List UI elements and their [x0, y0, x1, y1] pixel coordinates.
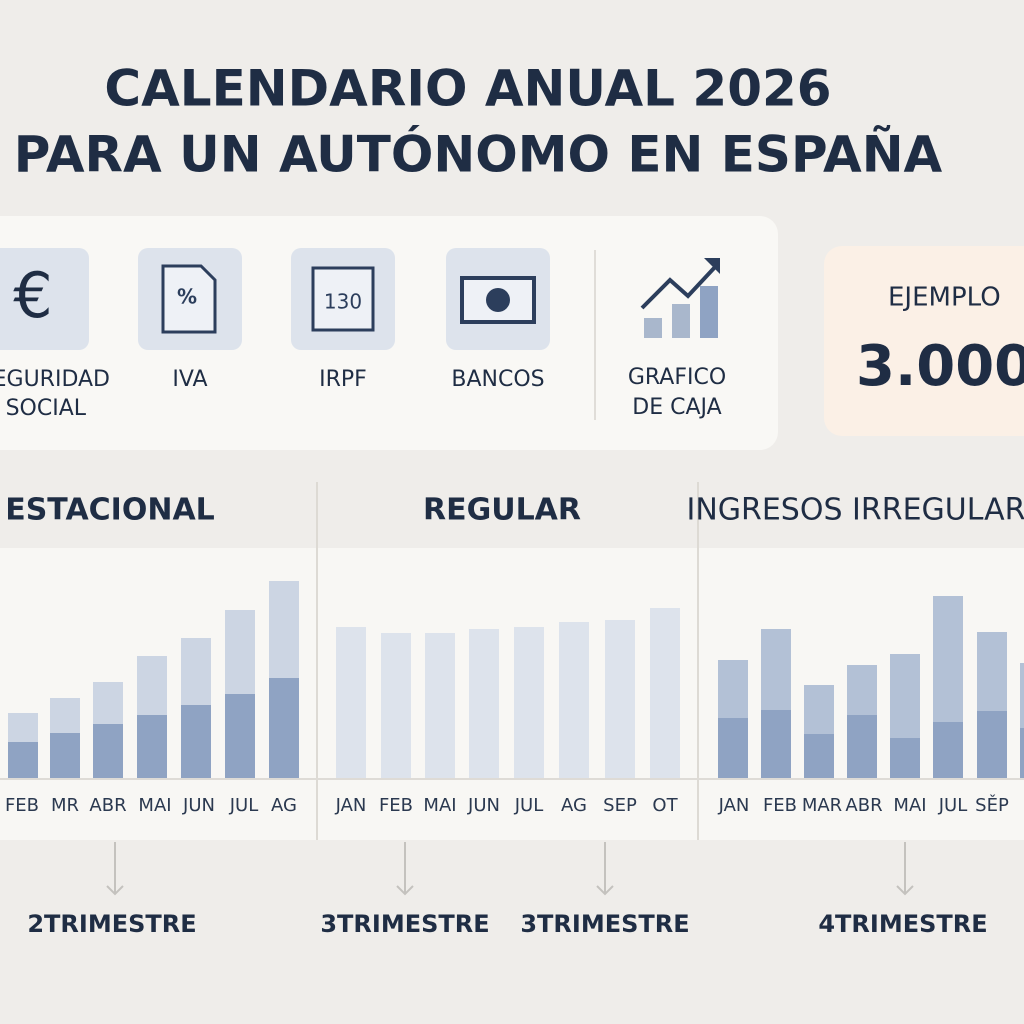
topic-label: GRAFICO	[628, 365, 726, 390]
topic-label: SEGURIDAD	[0, 367, 110, 392]
x-tick-label: JAN	[335, 795, 367, 816]
topic-label: DE CAJA	[632, 395, 721, 420]
icon-bar	[672, 304, 690, 338]
bar	[269, 581, 299, 678]
bar	[650, 608, 680, 778]
bar	[559, 622, 589, 778]
bar	[225, 610, 255, 694]
x-tick-label: MAI	[423, 795, 456, 816]
bar	[93, 724, 123, 778]
topic-label: IVA	[172, 367, 207, 392]
bar	[137, 715, 167, 778]
example-card	[824, 246, 1024, 436]
coin-icon	[486, 288, 510, 312]
bar	[269, 678, 299, 778]
bar	[381, 633, 411, 778]
bar	[890, 654, 920, 738]
bar	[718, 660, 748, 718]
bar	[890, 738, 920, 778]
arrows	[106, 842, 914, 896]
quarter-label: 3TRIMESTRE	[320, 910, 489, 938]
bar	[425, 633, 455, 778]
icon-bar	[700, 286, 718, 338]
x-tick-label: JUN	[182, 795, 215, 816]
euro-icon: €	[13, 259, 52, 332]
x-tick-label: JAN	[718, 795, 750, 816]
chart-title: REGULAR	[423, 493, 581, 528]
bar	[469, 629, 499, 778]
x-tick-label: JUL	[514, 795, 544, 816]
icon-bar	[644, 318, 662, 338]
x-tick-label: AG	[561, 795, 587, 816]
trend-arrow	[640, 264, 718, 310]
x-tick-label: MAR	[802, 795, 842, 816]
doc-icon	[161, 264, 217, 334]
example-label: EJEMPLO	[888, 283, 1001, 313]
bar	[847, 715, 877, 778]
x-tick-label: JUL	[229, 795, 259, 816]
arrow	[106, 842, 124, 896]
form-number: 130	[324, 290, 362, 314]
bar	[847, 665, 877, 715]
bar	[181, 705, 211, 778]
bar	[336, 627, 366, 778]
x-tick-label: FEB	[763, 795, 797, 816]
form-icon	[311, 266, 375, 332]
x-tick-label: FEB	[5, 795, 39, 816]
bar	[804, 685, 834, 734]
chart-title: INGRESOS IRREGULARES	[686, 493, 1024, 528]
bar	[137, 656, 167, 715]
bar	[933, 596, 963, 722]
bar	[977, 711, 1007, 778]
bar	[225, 694, 255, 778]
x-tick-label: MAI	[138, 795, 171, 816]
x-tick-label: OT	[652, 795, 678, 816]
x-tick-label: MAI	[893, 795, 926, 816]
bar	[514, 627, 544, 778]
bar	[181, 638, 211, 705]
x-tick-label: SĚP	[975, 794, 1009, 816]
x-tick-label: JUN	[467, 795, 500, 816]
bar	[718, 718, 748, 778]
bar	[50, 733, 80, 778]
bar	[605, 620, 635, 778]
bar	[1020, 663, 1024, 728]
bar	[93, 682, 123, 724]
quarter-label: 3TRIMESTRE	[520, 910, 689, 938]
arrow	[896, 842, 914, 896]
title-line: PARA UN AUTÓNOMO EN ESPAÑA	[14, 125, 943, 184]
bar	[8, 742, 38, 778]
x-tick-label: ABR	[845, 795, 882, 816]
quarter-label: 4TRIMESTRE	[818, 910, 987, 938]
x-tick-label: SEP	[603, 795, 637, 816]
title-line: CALENDARIO ANUAL 2026	[104, 60, 831, 118]
bar	[933, 722, 963, 778]
bar	[1020, 728, 1024, 778]
bar	[977, 632, 1007, 711]
topic-label: IRPF	[319, 367, 367, 392]
percent-icon: %	[177, 285, 197, 309]
arrow	[596, 842, 614, 896]
x-tick-label: JUL	[938, 795, 968, 816]
bar	[761, 629, 791, 710]
x-tick-label: AG	[271, 795, 297, 816]
x-tick-label: FEB	[379, 795, 413, 816]
chart-title: ESTACIONAL	[5, 493, 215, 528]
x-tick-label: ABR	[89, 795, 126, 816]
bar	[8, 713, 38, 742]
arrow-head	[704, 258, 720, 274]
bar	[50, 698, 80, 733]
topic-label: BANCOS	[451, 367, 544, 392]
example-amount: 3.000	[856, 334, 1024, 399]
bar	[761, 710, 791, 778]
quarter-label: 2TRIMESTRE	[27, 910, 196, 938]
topic-label: SOCIAL	[6, 396, 87, 421]
x-tick-label: MR	[51, 795, 79, 816]
bar	[804, 734, 834, 778]
arrow	[396, 842, 414, 896]
icon-box	[0, 248, 89, 350]
